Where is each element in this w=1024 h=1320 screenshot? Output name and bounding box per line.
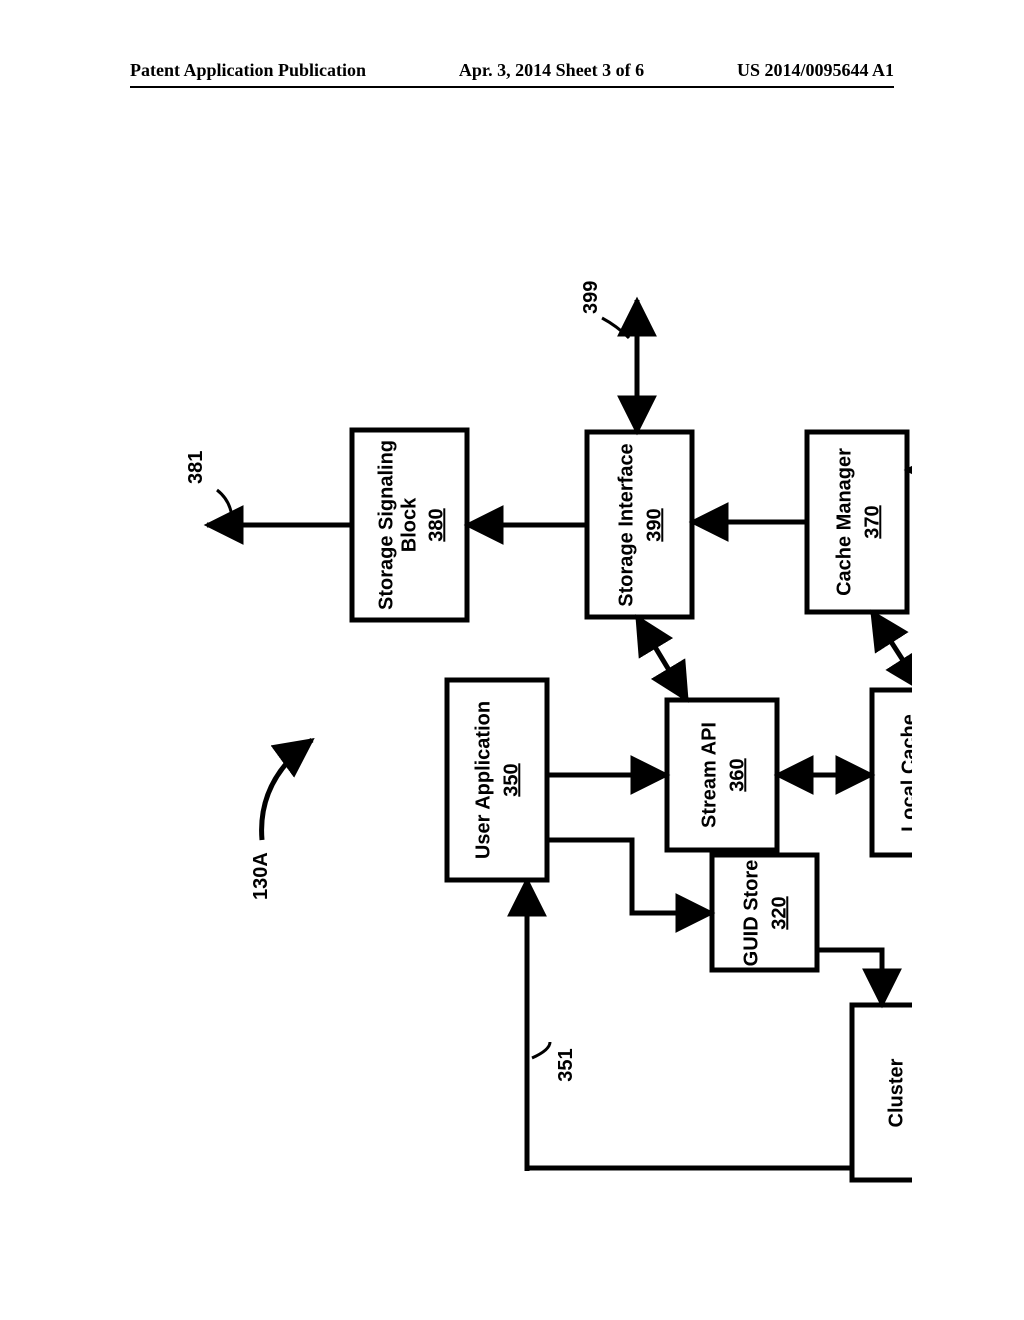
box-user-application bbox=[447, 680, 547, 880]
system-ref-130a: 130A bbox=[250, 852, 272, 900]
header-center: Apr. 3, 2014 Sheet 3 of 6 bbox=[459, 60, 644, 81]
num-guid-store: 320 bbox=[768, 896, 790, 929]
box-cache-manager bbox=[807, 432, 907, 612]
box-storage-interface bbox=[587, 432, 692, 617]
ref-351-label: 351 bbox=[112, 1048, 117, 1081]
ref-381: 381 bbox=[185, 451, 207, 484]
label-user-application: User Application bbox=[472, 701, 494, 859]
label-storage-interface: Storage Interface bbox=[615, 443, 637, 606]
ref-381-hook bbox=[217, 490, 232, 517]
num-user-application: 350 bbox=[500, 763, 522, 796]
diagram-canvas: 130A 351 351 User Application 350 GUID S… bbox=[112, 150, 912, 1210]
ref-351-hook bbox=[532, 1042, 550, 1058]
label-cluster-interface-l2: Interface bbox=[910, 1051, 912, 1134]
label-storage-signaling-l2: Block bbox=[398, 497, 420, 552]
ref-351: 351 bbox=[555, 1048, 577, 1081]
edge-streamapi-storageif bbox=[637, 617, 687, 700]
system-ref-arrow bbox=[262, 740, 312, 840]
edge-guidstore-cluster bbox=[817, 950, 882, 1005]
label-cache-manager: Cache Manager bbox=[833, 448, 855, 596]
num-storage-interface: 390 bbox=[643, 508, 665, 541]
box-stream-api bbox=[667, 700, 777, 850]
header-right: US 2014/0095644 A1 bbox=[737, 60, 894, 81]
diagram-svg: 130A 351 351 User Application 350 GUID S… bbox=[112, 150, 912, 1210]
label-storage-signaling-l1: Storage Signaling bbox=[375, 440, 397, 610]
label-local-cache: Local Cache bbox=[898, 714, 912, 832]
edge-localcache-cachemgr bbox=[872, 612, 912, 690]
num-cache-manager: 370 bbox=[861, 505, 883, 538]
header-left: Patent Application Publication bbox=[130, 60, 366, 81]
num-storage-signaling: 380 bbox=[425, 508, 447, 541]
num-stream-api: 360 bbox=[726, 758, 748, 791]
header-rule bbox=[130, 86, 894, 88]
label-guid-store: GUID Store bbox=[740, 860, 762, 967]
box-guid-store bbox=[712, 855, 817, 970]
ref-399-hook bbox=[602, 318, 629, 338]
label-stream-api: Stream API bbox=[698, 722, 720, 828]
label-cluster-interface-l1: Cluster bbox=[885, 1058, 907, 1127]
ref-399: 399 bbox=[580, 281, 602, 314]
